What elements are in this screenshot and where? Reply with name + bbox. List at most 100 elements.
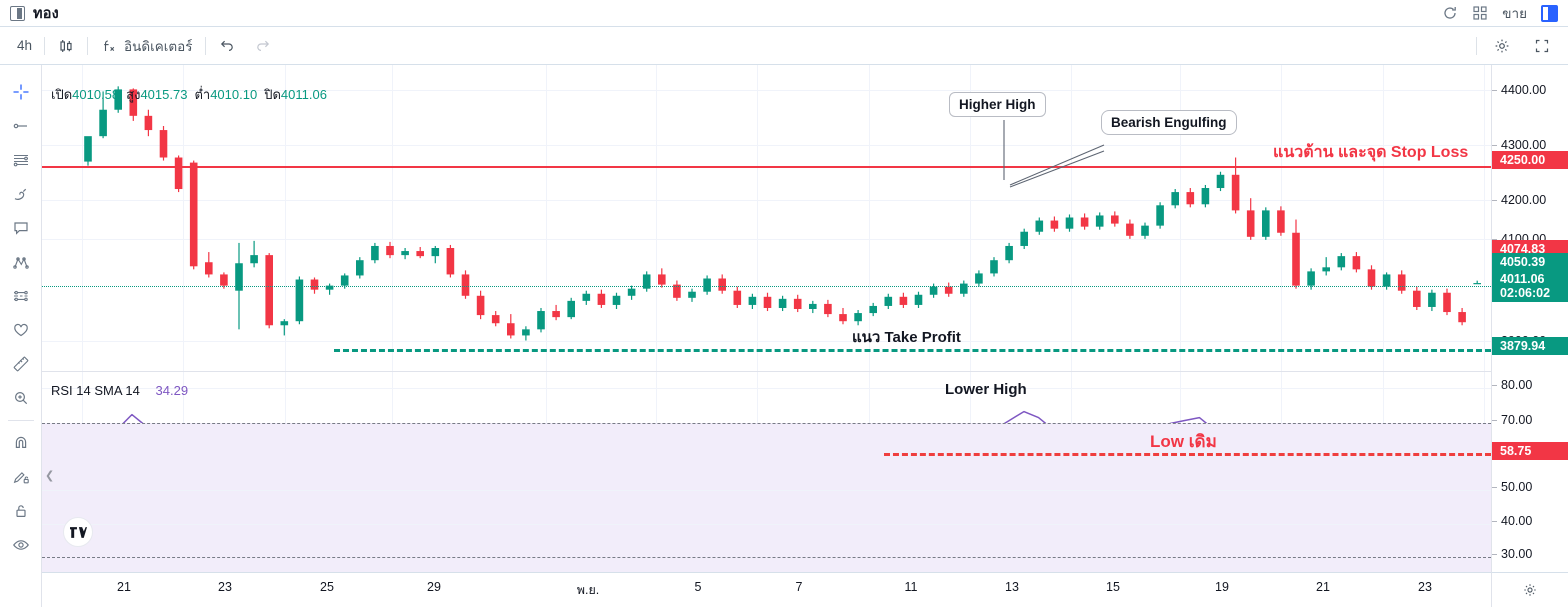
- grid-line-v: [869, 65, 870, 572]
- rsi-overbought-line: [42, 423, 1491, 424]
- price-axis-badge[interactable]: 4011.06 02:06:02: [1492, 270, 1568, 302]
- indicators-button[interactable]: อินดิเคเตอร์: [91, 32, 202, 60]
- annotation-old-low[interactable]: Low เดิม: [1150, 432, 1217, 451]
- time-axis-settings[interactable]: [1491, 572, 1568, 607]
- grid-line-v: [1071, 65, 1072, 572]
- pattern-icon[interactable]: [4, 245, 38, 278]
- chart-type-button[interactable]: [48, 32, 84, 60]
- rsi-value: 34.29: [155, 383, 189, 398]
- fib-retracement-icon[interactable]: [4, 143, 38, 176]
- axis-tick-mark: [1492, 521, 1497, 522]
- annotation-resistance-stoploss[interactable]: แนวต้าน และจุด Stop Loss: [1273, 144, 1469, 161]
- annotation-take-profit[interactable]: แนว Take Profit: [852, 329, 961, 346]
- lock-all-icon[interactable]: [4, 494, 38, 527]
- grid-line-v: [546, 65, 547, 572]
- symbol-icon: [10, 5, 25, 21]
- drawing-mode-lock-icon[interactable]: [4, 460, 38, 493]
- tradingview-logo[interactable]: [63, 517, 93, 547]
- price-axis-tick: 4300.00: [1501, 138, 1547, 152]
- crosshair-icon[interactable]: [4, 75, 38, 108]
- axis-tick-mark: [1492, 239, 1497, 240]
- price-axis[interactable]: 4400.004300.004200.004100.003900.0080.00…: [1491, 65, 1568, 607]
- redo-button[interactable]: [245, 32, 281, 60]
- open-value: 4010.58: [72, 87, 120, 102]
- hide-drawings-eye-icon[interactable]: [4, 528, 38, 561]
- high-value: 4015.73: [140, 87, 188, 102]
- open-label: เปิด: [51, 87, 73, 102]
- rsi-oversold-line: [42, 557, 1491, 558]
- measure-ruler-icon[interactable]: [4, 347, 38, 380]
- annotation-bearish-engulfing[interactable]: Bearish Engulfing: [1101, 110, 1237, 135]
- time-axis-tick: 23: [218, 580, 232, 594]
- trend-line-icon[interactable]: [4, 109, 38, 142]
- grid-line-v: [757, 65, 758, 572]
- grid-line-v: [82, 65, 83, 572]
- chart-canvas[interactable]: ❮ เปิด 4010.58 สูง 4015.73 ต่ำ 4010.10 ป…: [42, 65, 1491, 572]
- fullscreen-icon[interactable]: [1524, 32, 1560, 60]
- rsi-name: RSI 14 SMA 14: [51, 383, 140, 398]
- last-price-line: [42, 286, 1491, 287]
- take-profit-line[interactable]: [334, 349, 1491, 352]
- time-axis-tick: 15: [1106, 580, 1120, 594]
- rsi-legend[interactable]: RSI 14 SMA 14 34.29: [51, 383, 188, 398]
- rsi-pane[interactable]: ❮: [42, 376, 1491, 572]
- high-label: สูง: [126, 87, 141, 102]
- magnet-icon[interactable]: [4, 426, 38, 459]
- header-actions: ขาย: [1442, 2, 1558, 24]
- annotation-higher-high[interactable]: Higher High: [949, 92, 1046, 117]
- close-value: 4011.06: [280, 87, 327, 102]
- price-axis-badge[interactable]: 58.75: [1492, 442, 1568, 460]
- price-axis-tick: 40.00: [1501, 514, 1533, 528]
- price-axis-tick: 50.00: [1501, 480, 1533, 494]
- axis-tick-mark: [1492, 554, 1497, 555]
- text-note-icon[interactable]: [4, 211, 38, 244]
- drawing-tools-sidebar: [0, 65, 42, 607]
- collapse-pane-arrow[interactable]: ❮: [45, 470, 55, 482]
- grid-line-v: [656, 65, 657, 572]
- toolbar-divider: [44, 36, 46, 55]
- time-axis-tick: 13: [1005, 580, 1019, 594]
- grid-line-h: [42, 524, 1491, 525]
- price-axis-badge[interactable]: 4250.00: [1492, 151, 1568, 169]
- ohlc-legend: เปิด 4010.58 สูง 4015.73 ต่ำ 4010.10 ปิด…: [51, 84, 334, 105]
- time-axis-tick: 7: [795, 580, 803, 594]
- price-axis-tick: 80.00: [1501, 378, 1533, 392]
- grid-line-h: [42, 90, 1491, 91]
- interval-button[interactable]: 4h: [17, 38, 33, 53]
- favorites-heart-icon[interactable]: [4, 313, 38, 346]
- sell-button[interactable]: ขาย: [1502, 6, 1527, 21]
- axis-tick-mark: [1492, 420, 1497, 421]
- zoom-in-icon[interactable]: [4, 381, 38, 414]
- sidebar-divider: [7, 420, 34, 421]
- time-axis-tick: 5: [694, 580, 702, 594]
- price-axis-badge[interactable]: 3879.94: [1492, 337, 1568, 355]
- undo-button[interactable]: [209, 32, 245, 60]
- annotation-lower-high[interactable]: Lower High: [945, 381, 1027, 398]
- grid-line-v: [970, 65, 971, 572]
- forecast-icon[interactable]: [4, 279, 38, 312]
- toolbar-divider: [204, 36, 206, 55]
- grid-layout-icon[interactable]: [1472, 5, 1488, 21]
- time-axis-tick: 19: [1215, 580, 1229, 594]
- axis-tick-mark: [1492, 385, 1497, 386]
- time-axis-tick: 25: [320, 580, 334, 594]
- resistance-price-line[interactable]: [42, 166, 1491, 168]
- brush-icon[interactable]: [4, 177, 38, 210]
- low-value: 4010.10: [210, 87, 258, 102]
- time-axis-tick: พ.ย.: [576, 583, 600, 597]
- grid-line-h: [42, 341, 1491, 342]
- price-pane[interactable]: [42, 65, 1491, 370]
- grid-line-v: [1281, 65, 1282, 572]
- refresh-icon[interactable]: [1442, 5, 1458, 21]
- price-axis-badge[interactable]: 4050.39: [1492, 253, 1568, 271]
- grid-line-v: [183, 65, 184, 572]
- time-axis-tick: 29: [427, 580, 441, 594]
- rsi-old-low-line[interactable]: [884, 453, 1491, 456]
- annotation-leader-lines: [1003, 120, 1105, 188]
- time-axis-tick: 21: [117, 580, 131, 594]
- grid-line-h: [42, 490, 1491, 491]
- axis-tick-mark: [1492, 90, 1497, 91]
- gear-icon[interactable]: [1484, 32, 1520, 60]
- panel-layout-icon[interactable]: [1541, 4, 1558, 22]
